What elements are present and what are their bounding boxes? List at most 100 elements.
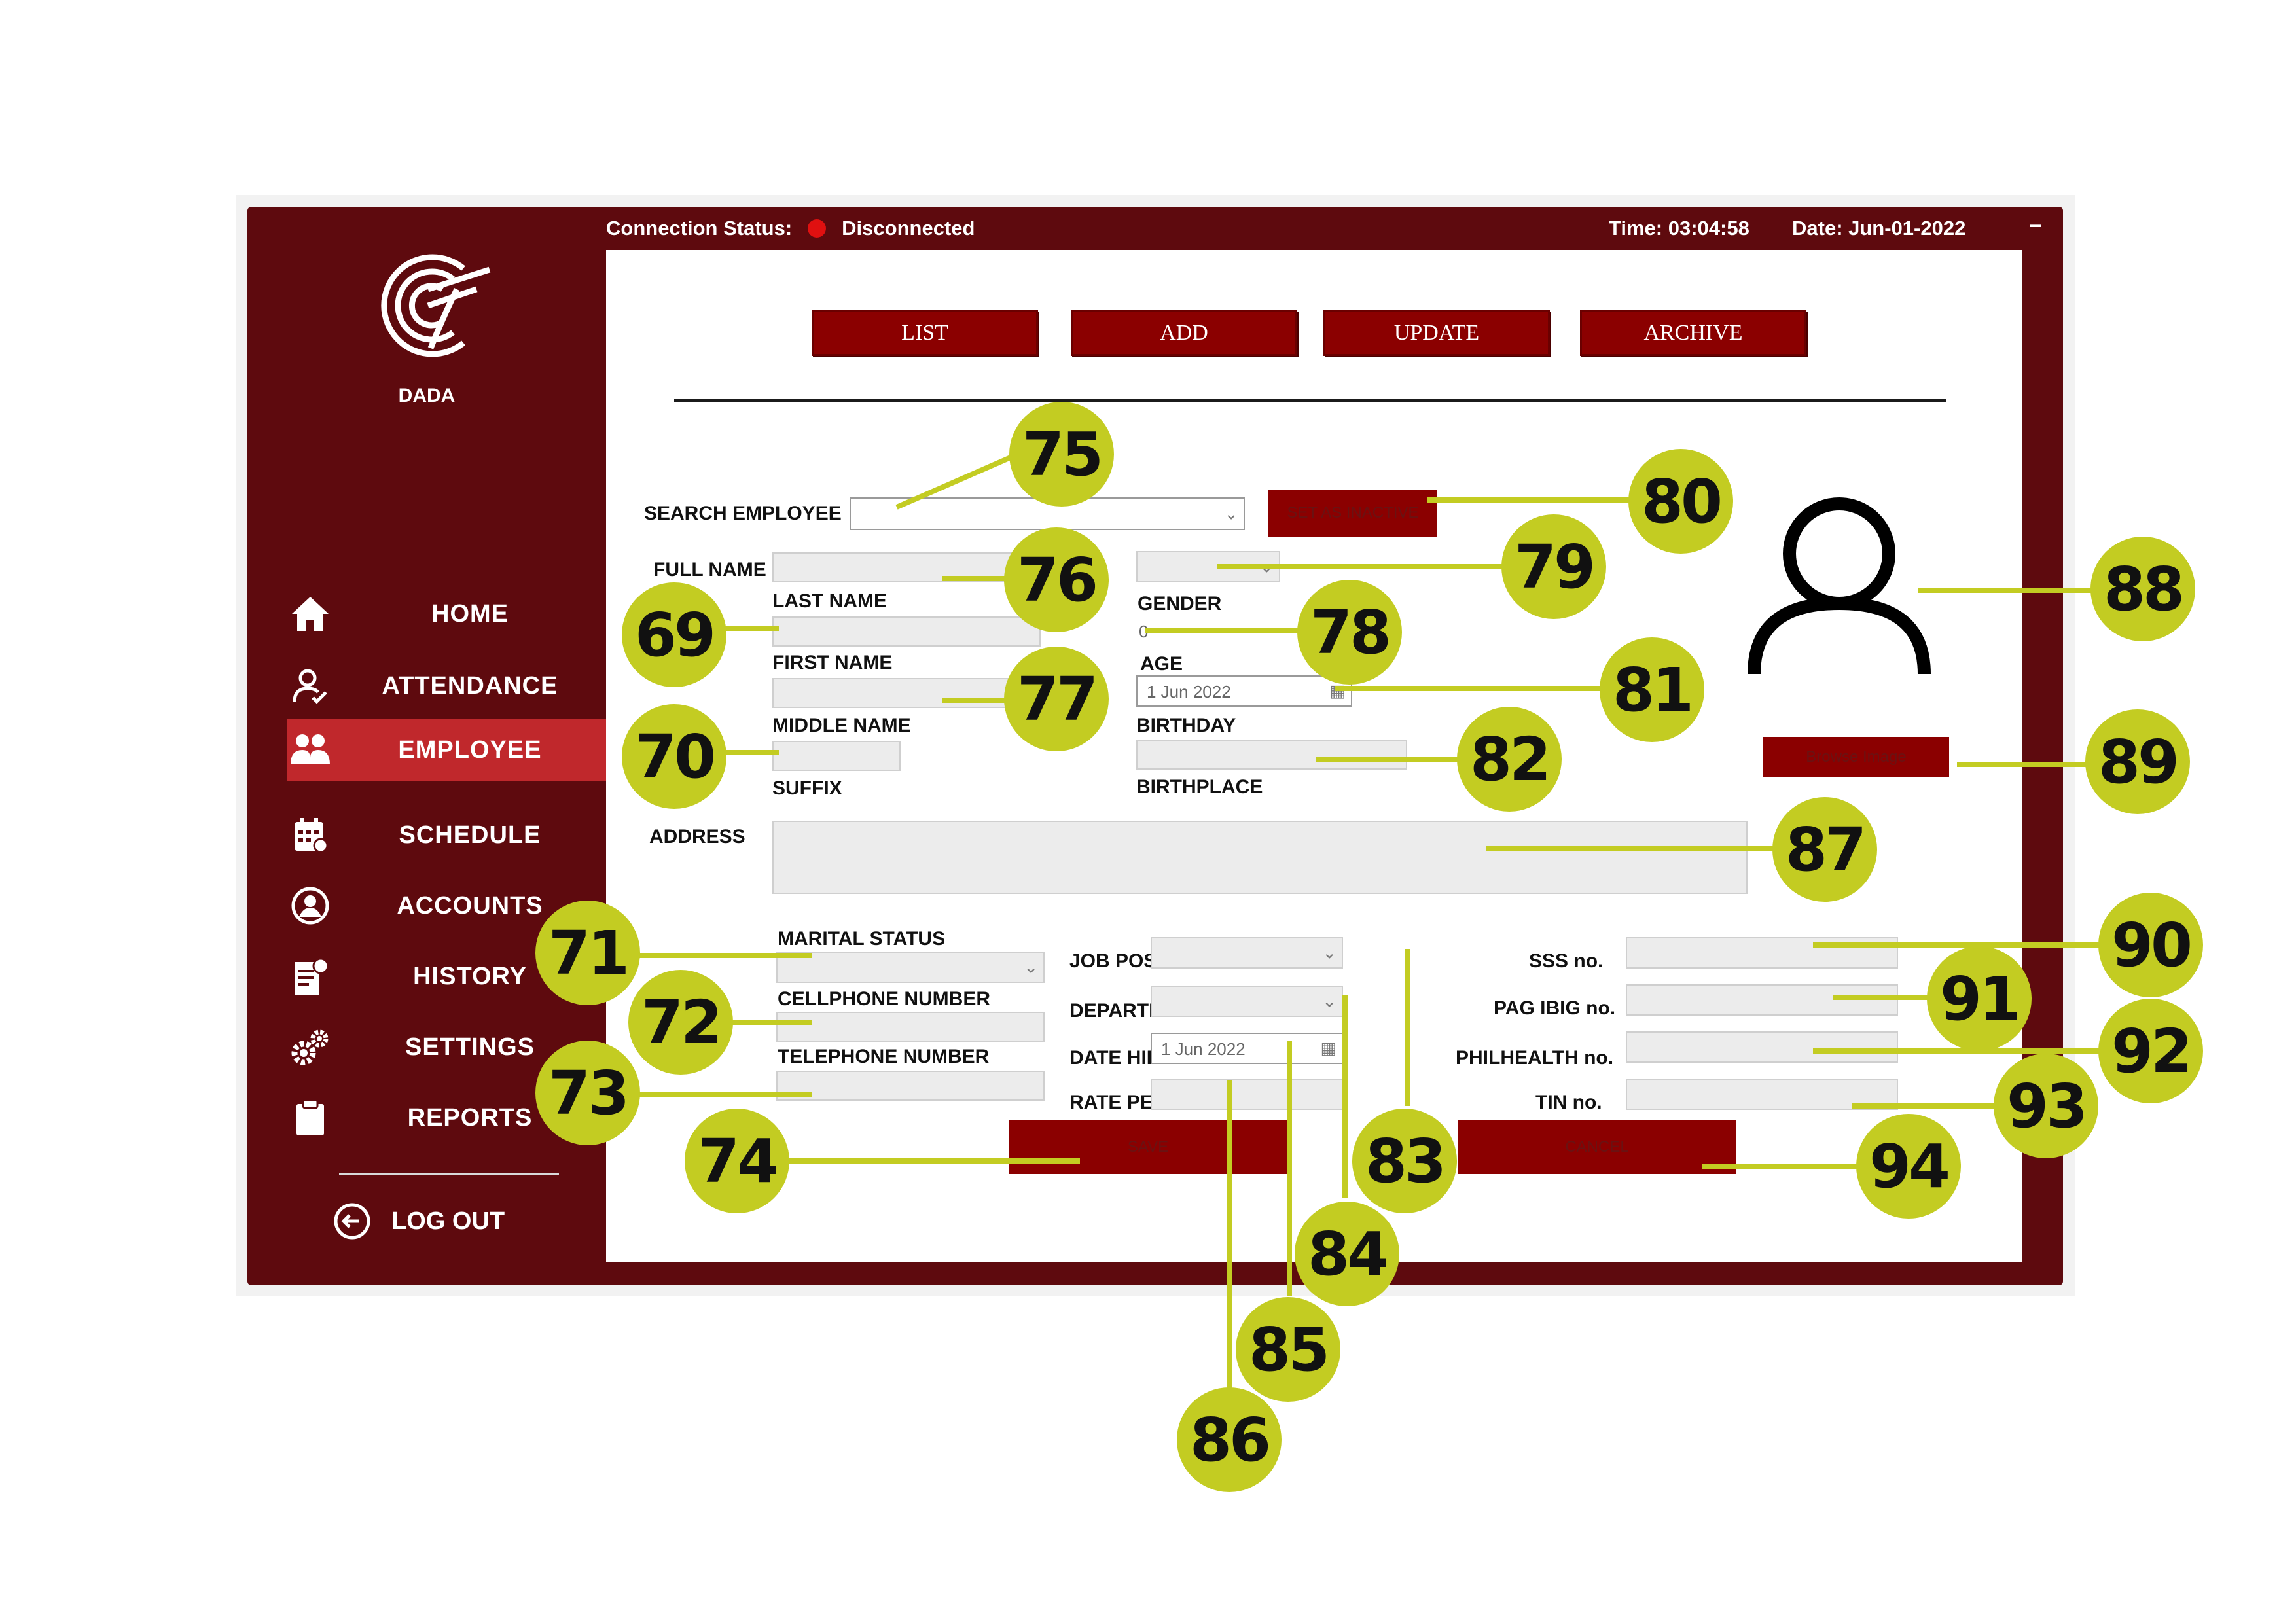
callout-badge: 82 — [1457, 707, 1562, 812]
employee-panel: LIST ADD UPDATE ARCHIVE SEARCH EMPLOYEE … — [606, 250, 2022, 1262]
suffix-field[interactable] — [772, 741, 901, 771]
callout-badge: 81 — [1600, 637, 1704, 742]
nav-label: REPORTS — [407, 1103, 533, 1132]
brand-name: DADA — [398, 385, 456, 406]
birthday-datepicker[interactable]: 1 Jun 2022 ▦ — [1136, 675, 1352, 707]
first-name-field[interactable] — [772, 616, 1041, 647]
nav-label: SCHEDULE — [399, 821, 541, 849]
nav-employee[interactable]: EMPLOYEE — [287, 719, 606, 781]
nav-label: EMPLOYEE — [398, 736, 542, 764]
nav-label: ATTENDANCE — [382, 671, 558, 700]
callout-badge: 89 — [2085, 709, 2190, 814]
nav-label: SETTINGS — [404, 1033, 535, 1061]
pagibig-label: PAG IBIG no. — [1494, 997, 1616, 1019]
clock-date: Date: Jun-01-2022 — [1792, 217, 1966, 240]
chevron-down-icon: ⌄ — [1259, 556, 1274, 577]
full-name-label: FULL NAME — [653, 559, 766, 580]
nav-attendance[interactable]: ATTENDANCE — [287, 654, 606, 717]
birthplace-field[interactable] — [1136, 740, 1407, 770]
last-name-field[interactable] — [772, 552, 1041, 582]
rate-per-day-field[interactable] — [1151, 1079, 1343, 1110]
telephone-field[interactable] — [776, 1071, 1045, 1101]
callout-badge: 94 — [1856, 1114, 1961, 1219]
marital-status-label: MARITAL STATUS — [778, 928, 946, 950]
callout-badge: 83 — [1352, 1109, 1457, 1213]
callout-badge: 76 — [1004, 527, 1109, 632]
callout-badge: 88 — [2090, 537, 2195, 641]
cancel-button[interactable]: CANCEL — [1458, 1120, 1736, 1174]
cellphone-field[interactable] — [776, 1012, 1045, 1042]
suffix-label: SUFFIX — [772, 777, 842, 799]
philhealth-field[interactable] — [1626, 1031, 1898, 1063]
set-inactive-button[interactable]: SET AS INACTIVE — [1268, 490, 1437, 537]
history-icon — [287, 953, 334, 1000]
job-position-select[interactable]: ⌄ — [1151, 937, 1343, 969]
telephone-label: TELEPHONE NUMBER — [778, 1046, 990, 1067]
tab-update[interactable]: UPDATE — [1323, 310, 1550, 356]
last-name-label: LAST NAME — [772, 590, 887, 612]
sss-field[interactable] — [1626, 937, 1898, 969]
callout-badge: 75 — [1009, 402, 1114, 507]
tin-field[interactable] — [1626, 1079, 1898, 1110]
nav-settings[interactable]: SETTINGS — [287, 1016, 606, 1079]
logout-divider — [339, 1173, 559, 1175]
middle-name-field[interactable] — [772, 678, 1041, 708]
philhealth-label: PHILHEALTH no. — [1456, 1047, 1614, 1069]
birthday-label: BIRTHDAY — [1136, 715, 1236, 736]
first-name-label: FIRST NAME — [772, 652, 893, 673]
age-value: 0 — [1139, 622, 1149, 641]
nav-label: ACCOUNTS — [397, 891, 543, 919]
avatar-placeholder-icon — [1748, 497, 1931, 675]
pagibig-field[interactable] — [1626, 984, 1898, 1016]
chevron-down-icon: ⌄ — [1322, 991, 1336, 1011]
callout-badge: 93 — [1994, 1054, 2098, 1158]
callout-badge: 84 — [1295, 1202, 1399, 1306]
logout-label: LOG OUT — [391, 1207, 505, 1235]
date-hired-datepicker[interactable]: 1 Jun 2022 ▦ — [1151, 1033, 1343, 1064]
minimize-button[interactable]: – — [2029, 211, 2043, 238]
callout-badge: 79 — [1501, 514, 1606, 619]
sss-label: SSS no. — [1529, 950, 1604, 972]
age-label: AGE — [1140, 653, 1183, 675]
callout-badge: 90 — [2098, 893, 2203, 997]
address-label: ADDRESS — [649, 826, 745, 847]
nav-accounts[interactable]: ACCOUNTS — [287, 874, 606, 937]
search-employee-label: SEARCH EMPLOYEE — [644, 503, 842, 524]
tab-list[interactable]: LIST — [812, 310, 1038, 356]
callout-badge: 74 — [685, 1109, 789, 1213]
save-button[interactable]: SAVE — [1009, 1120, 1287, 1174]
gender-select[interactable]: ⌄ — [1136, 551, 1280, 582]
callout-badge: 92 — [2098, 999, 2203, 1103]
address-field[interactable] — [772, 821, 1748, 894]
department-select[interactable]: ⌄ — [1151, 986, 1343, 1017]
nav-history[interactable]: HISTORY — [287, 945, 606, 1008]
clock-time: Time: 03:04:58 — [1609, 217, 1749, 240]
callout-badge: 70 — [622, 704, 726, 809]
date-hired-value: 1 Jun 2022 — [1161, 1039, 1246, 1059]
nav-home[interactable]: HOME — [287, 582, 606, 645]
connection-label: Connection Status: — [606, 217, 793, 240]
cellphone-label: CELLPHONE NUMBER — [778, 988, 991, 1010]
tab-archive[interactable]: ARCHIVE — [1580, 310, 1806, 356]
browse-image-button[interactable]: Browse Image — [1763, 737, 1949, 777]
user-check-icon — [287, 662, 334, 709]
chevron-down-icon: ⌄ — [1224, 503, 1238, 524]
gears-icon — [287, 1024, 334, 1071]
tab-add[interactable]: ADD — [1071, 310, 1297, 356]
callout-badge: 91 — [1927, 946, 2032, 1051]
nav-schedule[interactable]: SCHEDULE — [287, 804, 606, 866]
connection-value: Disconnected — [842, 217, 975, 240]
nav-label: HOME — [431, 599, 509, 628]
home-icon — [287, 590, 334, 637]
callout-badge: 87 — [1772, 797, 1877, 902]
callout-badge: 73 — [535, 1041, 640, 1145]
callout-badge: 80 — [1628, 449, 1733, 554]
status-bar: Connection Status: Disconnected Time: 03… — [247, 207, 2063, 250]
connection-status: Connection Status: Disconnected — [606, 217, 975, 240]
marital-status-select[interactable]: ⌄ — [776, 952, 1045, 983]
logout-icon — [334, 1203, 370, 1240]
divider — [674, 399, 1946, 402]
nav-reports[interactable]: REPORTS — [287, 1086, 606, 1149]
logout-button[interactable]: LOG OUT — [332, 1202, 505, 1241]
callout-badge: 71 — [535, 901, 640, 1005]
